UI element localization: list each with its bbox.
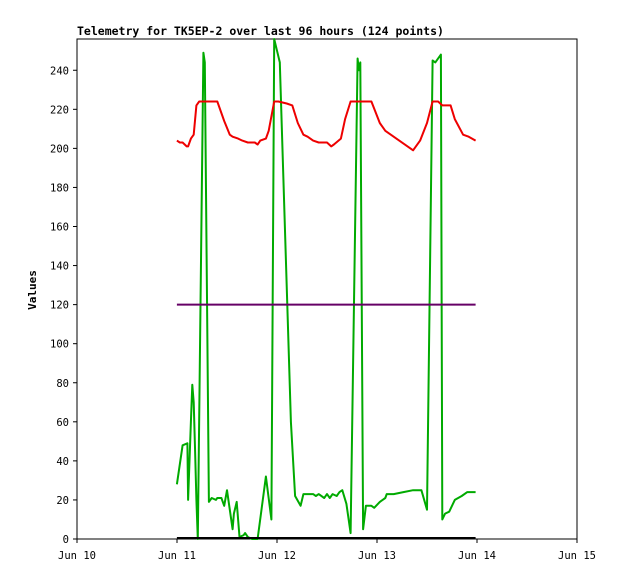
- chart-title: Telemetry for TK5EP-2 over last 96 hours…: [77, 24, 444, 38]
- y-tick-label: 160: [50, 222, 69, 234]
- y-tick-label: 220: [50, 104, 69, 116]
- x-tick-label: Jun 14: [458, 550, 496, 562]
- y-tick-label: 140: [50, 261, 69, 273]
- x-tick-label: Jun 15: [558, 550, 596, 562]
- y-axis: 0 20 40 60 80 100 120 140 160 180 200 220 240: [50, 65, 77, 546]
- y-tick-label: 180: [50, 182, 69, 194]
- x-tick-label: Jun 13: [358, 550, 396, 562]
- y-tick-label: 0: [63, 534, 69, 546]
- y-tick-label: 20: [56, 495, 69, 507]
- y-tick-label: 80: [56, 378, 69, 390]
- y-tick-label: 240: [50, 65, 69, 77]
- series-line-2: [176, 100, 477, 152]
- y-tick-label: 100: [50, 339, 69, 351]
- series-line-1: [175, 38, 476, 540]
- y-tick-label: 200: [50, 143, 69, 155]
- x-tick-label: Jun 10: [58, 550, 96, 562]
- y-axis-label: Values: [26, 270, 39, 310]
- x-tick-label: Jun 11: [158, 550, 196, 562]
- y-tick-label: 120: [50, 300, 69, 312]
- y-tick-label: 40: [56, 456, 69, 468]
- series-layer: [175, 38, 477, 540]
- x-axis: Jun 10 Jun 11 Jun 12 Jun 13 Jun 14 Jun 15: [58, 539, 596, 562]
- x-tick-label: Jun 12: [258, 550, 296, 562]
- y-tick-label: 60: [56, 417, 69, 429]
